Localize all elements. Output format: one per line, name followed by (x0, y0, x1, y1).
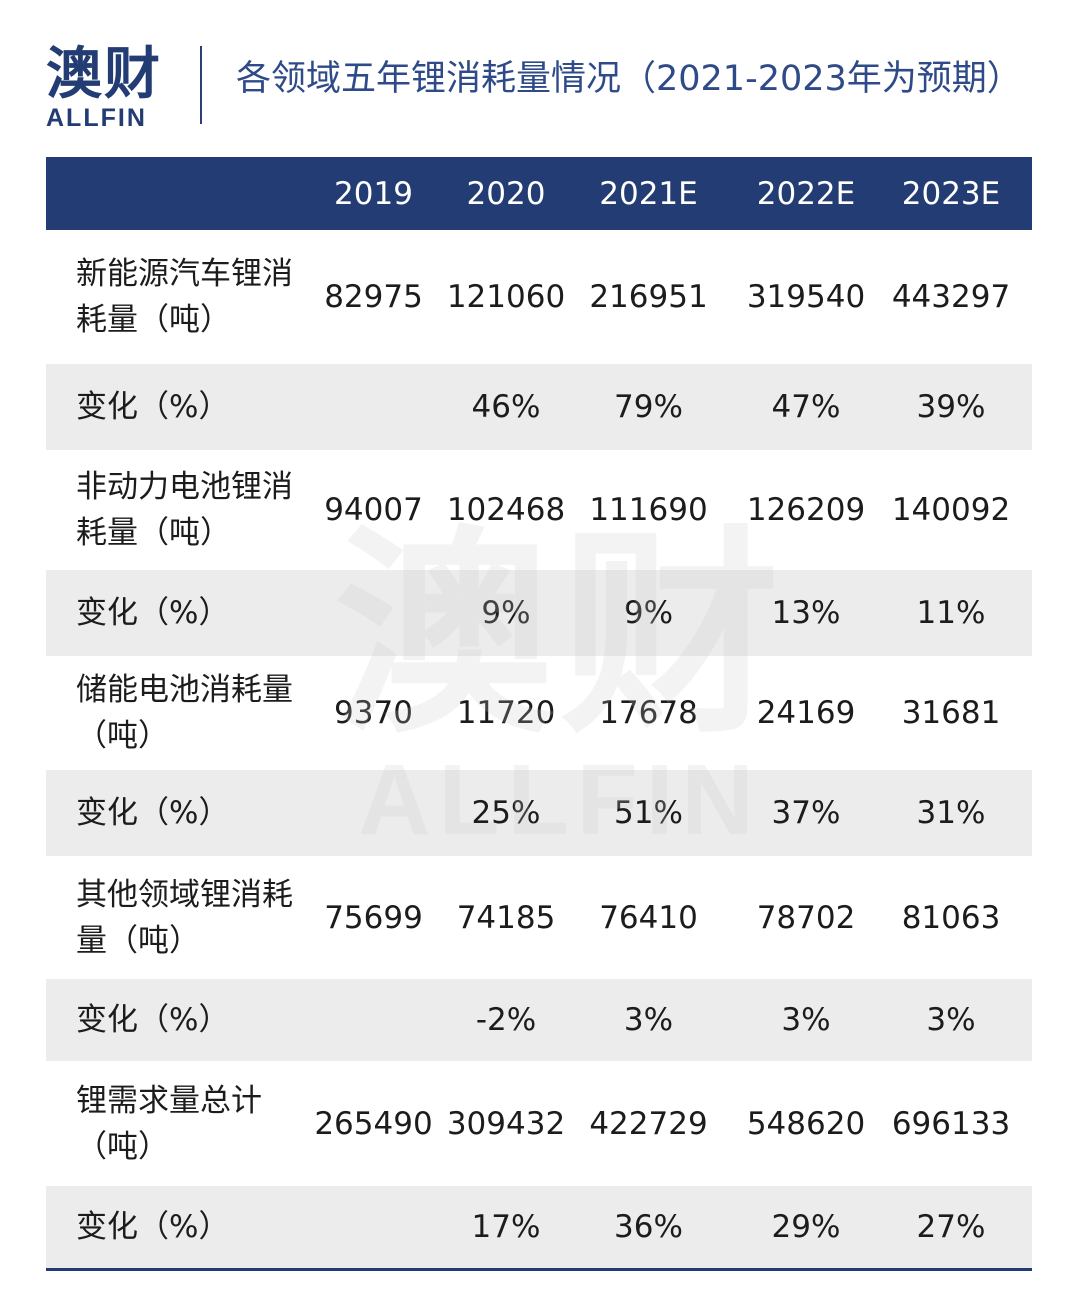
allfin-logo: 澳财 ALLFIN (46, 42, 166, 133)
table-cell: 82975 (324, 279, 423, 315)
row-label: 变化（%） (76, 795, 230, 831)
row-label: 非动力电池锂消耗量（吨） (76, 469, 293, 551)
table-cell: 31681 (901, 695, 1001, 731)
table-cell: 126209 (746, 492, 866, 528)
table-cell: 78702 (756, 899, 856, 936)
table-cell: 27% (916, 1209, 986, 1245)
table-row: 变化（%） 9% 9% 13% 11% (46, 570, 1032, 656)
table-cell: 46% (471, 389, 541, 425)
header-divider (200, 46, 202, 124)
table-cell: 422729 (589, 1105, 708, 1142)
table-row: 新能源汽车锂消耗量（吨） 82975 121060 216951 319540 … (46, 230, 1032, 364)
header: 澳财 ALLFIN 各领域五年锂消耗量情况（2021-2023年为预期） (0, 0, 1080, 150)
header-cell-2023e: 2023E (901, 175, 1001, 212)
header-cell-2019: 2019 (334, 175, 413, 212)
header-cell-2022e: 2022E (756, 175, 856, 212)
table-cell: 443297 (891, 279, 1011, 315)
table-cell: 3% (781, 1002, 831, 1038)
header-cell-2020: 2020 (466, 175, 546, 212)
table-row: 非动力电池锂消耗量（吨） 94007 102468 111690 126209 … (46, 450, 1032, 570)
table-cell: 79% (614, 389, 683, 425)
table-cell: 309432 (446, 1105, 566, 1142)
header-cell-2021e: 2021E (599, 175, 698, 212)
table-bottom-rule (46, 1268, 1032, 1271)
table-row: 变化（%） 17% 36% 29% 27% (46, 1186, 1032, 1268)
table-cell: 140092 (891, 492, 1011, 528)
lithium-consumption-table: 2019 2020 2021E 2022E 2023E 新能源汽车锂消耗量（吨）… (46, 157, 1032, 1268)
table-cell: 11720 (456, 695, 556, 731)
table-cell: 94007 (324, 492, 423, 528)
table-row: 变化（%） 25% 51% 37% 31% (46, 770, 1032, 856)
logo-en-text: ALLFIN (46, 104, 147, 132)
table-cell: 31% (916, 795, 986, 831)
table-cell: 9% (623, 595, 674, 631)
table-cell: 51% (614, 795, 683, 831)
row-label: 变化（%） (76, 389, 230, 425)
table-cell: -2% (475, 1002, 537, 1038)
table-cell: 76410 (599, 899, 698, 936)
row-label: 其他领域锂消耗量（吨） (76, 876, 293, 959)
table-cell: 17678 (599, 695, 698, 731)
logo-cn-text: 澳财 (46, 42, 162, 107)
table-cell: 9% (481, 595, 531, 631)
table-cell: 29% (771, 1209, 841, 1245)
table-cell: 81063 (901, 899, 1001, 936)
table-cell: 74185 (456, 899, 556, 936)
table-cell: 265490 (314, 1105, 433, 1142)
table-cell: 17% (471, 1209, 541, 1245)
table-cell: 47% (771, 389, 841, 425)
table-row: 锂需求量总计（吨） 265490 309432 422729 548620 69… (46, 1061, 1032, 1186)
table-cell: 102468 (446, 492, 566, 528)
table-cell: 11% (916, 595, 986, 631)
table-cell: 548620 (746, 1105, 866, 1142)
row-label: 储能电池消耗量（吨） (76, 672, 293, 754)
table-row: 其他领域锂消耗量（吨） 75699 74185 76410 78702 8106… (46, 856, 1032, 979)
table-cell: 319540 (746, 279, 866, 315)
row-label: 锂需求量总计（吨） (76, 1082, 262, 1165)
table-row: 储能电池消耗量（吨） 9370 11720 17678 24169 31681 (46, 656, 1032, 770)
table-cell: 24169 (756, 695, 856, 731)
row-label: 变化（%） (76, 1209, 230, 1245)
table-cell: 3% (623, 1002, 674, 1038)
table-cell: 75699 (324, 899, 423, 936)
row-label: 新能源汽车锂消耗量（吨） (76, 256, 293, 338)
row-label: 变化（%） (76, 595, 230, 631)
table-cell: 13% (771, 595, 841, 631)
table-cell: 25% (471, 795, 541, 831)
row-label: 变化（%） (76, 1002, 230, 1038)
table-cell: 9370 (334, 695, 413, 731)
table-cell: 36% (614, 1209, 683, 1245)
table-row: 变化（%） 46% 79% 47% 39% (46, 364, 1032, 450)
table-cell: 111690 (589, 492, 708, 528)
table-cell: 216951 (589, 279, 708, 315)
table-cell: 3% (926, 1002, 976, 1038)
page-title: 各领域五年锂消耗量情况（2021-2023年为预期） (236, 59, 1022, 99)
table-cell: 39% (916, 389, 986, 425)
table-cell: 696133 (891, 1105, 1011, 1142)
table-cell: 121060 (446, 279, 566, 315)
table-row: 变化（%） -2% 3% 3% 3% (46, 979, 1032, 1061)
table-cell: 37% (771, 795, 841, 831)
table-header-row: 2019 2020 2021E 2022E 2023E (46, 157, 1032, 230)
